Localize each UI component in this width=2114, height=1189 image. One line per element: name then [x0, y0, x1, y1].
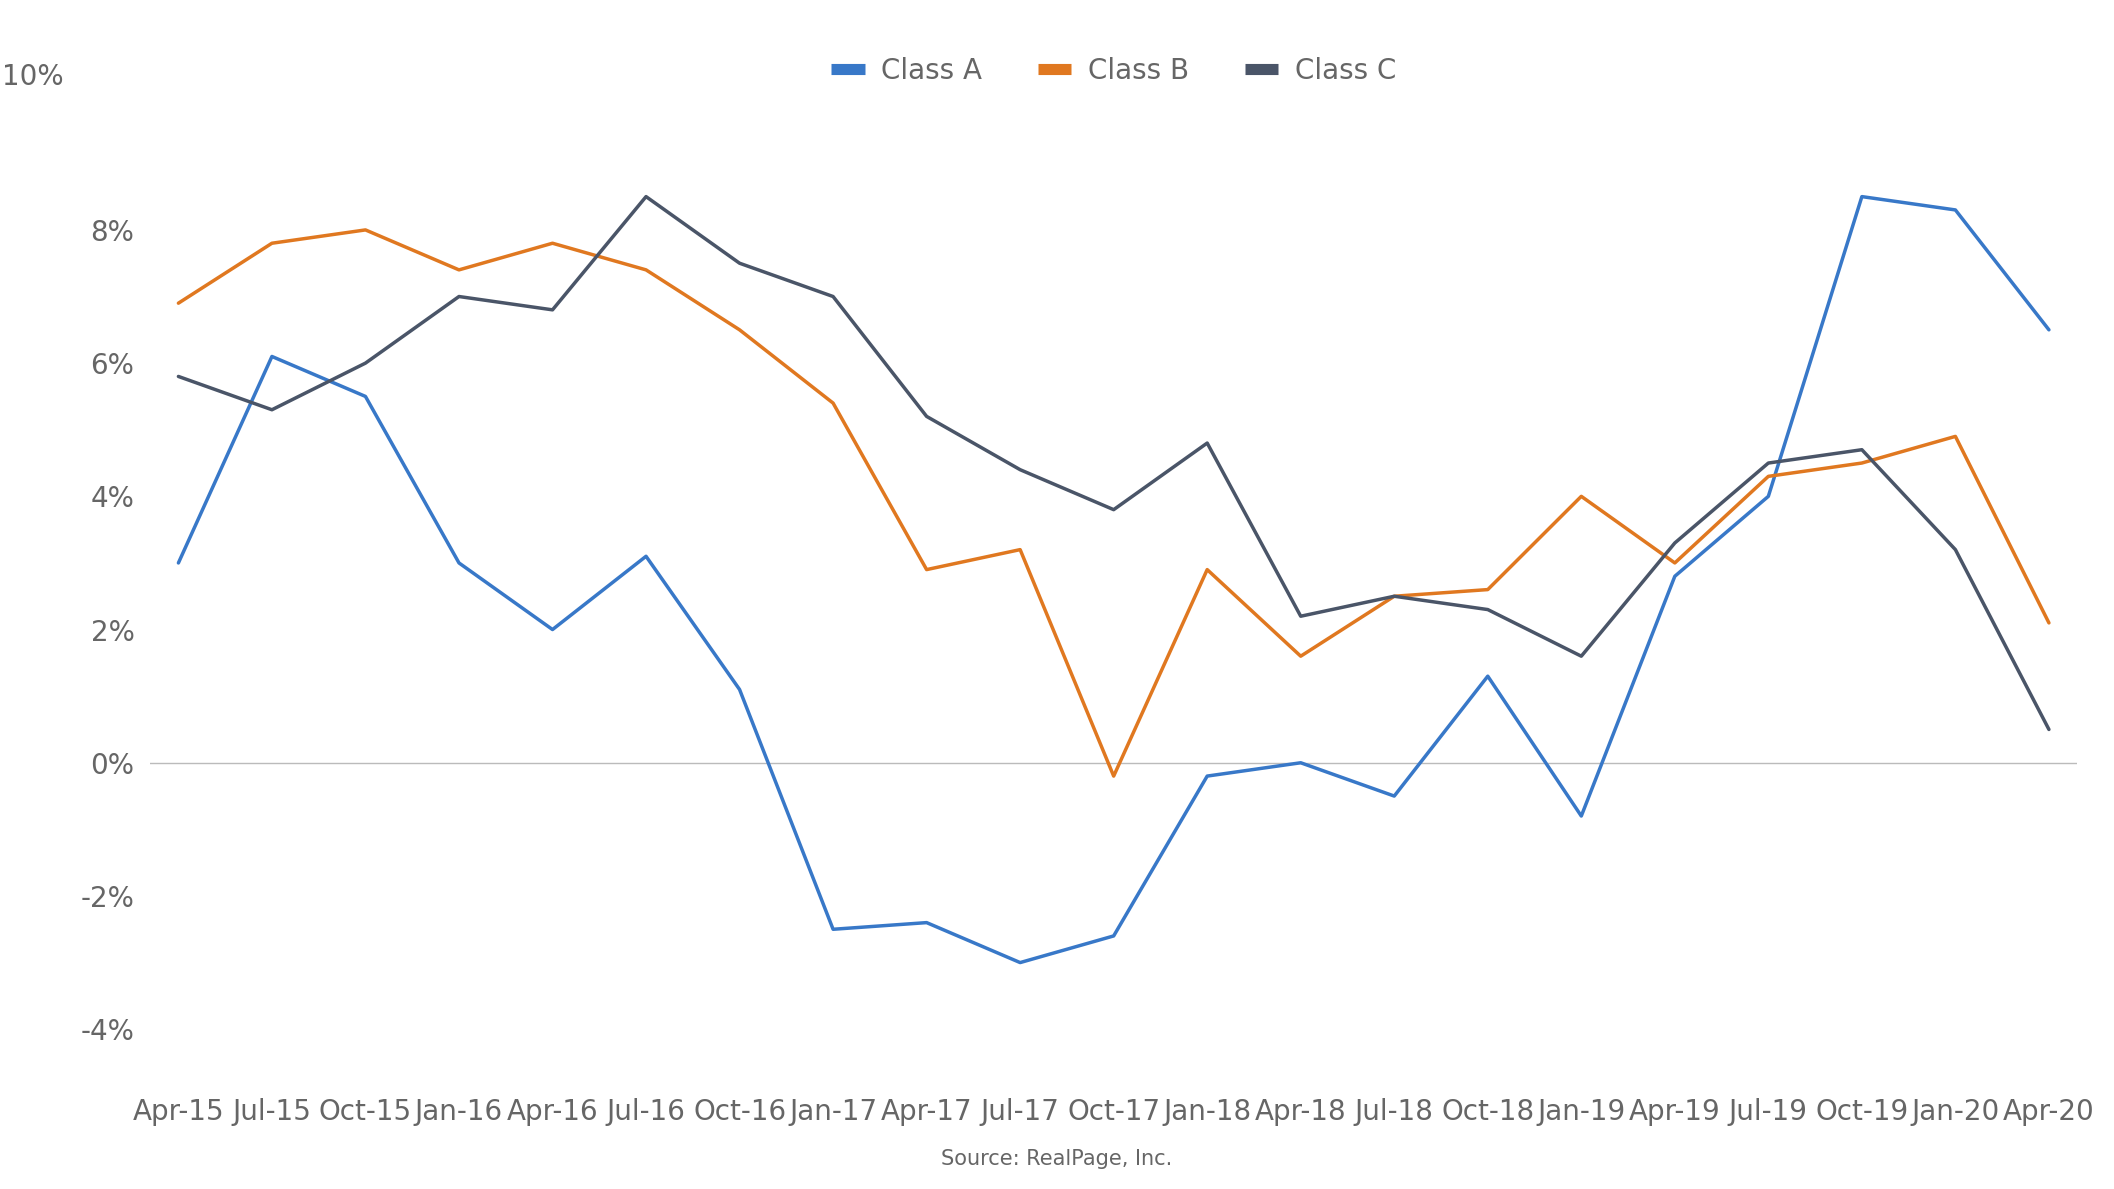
Class C	[446, 289, 471, 303]
Class C	[1943, 542, 1968, 556]
Class B	[1850, 455, 1875, 470]
Class A	[165, 555, 190, 570]
Class B	[539, 237, 564, 251]
Class B	[446, 263, 471, 277]
Class B	[2036, 616, 2061, 630]
Class C	[1850, 442, 1875, 457]
Class C	[260, 403, 285, 417]
Class C	[1194, 436, 1220, 451]
Class C	[353, 356, 378, 370]
Class C	[539, 303, 564, 317]
Class C	[1662, 536, 1687, 551]
Class A	[1194, 769, 1220, 784]
Class C	[913, 409, 939, 423]
Class C	[727, 256, 753, 270]
Class B	[1008, 542, 1034, 556]
Line: Class A: Class A	[178, 196, 2048, 963]
Class B	[165, 296, 190, 310]
Class A	[1755, 489, 1780, 503]
Class C	[634, 189, 660, 203]
Class B	[1101, 769, 1127, 784]
Class C	[820, 289, 846, 303]
Class B	[1383, 589, 1408, 603]
Class A	[727, 682, 753, 697]
Class B	[1194, 562, 1220, 577]
Text: Source: RealPage, Inc.: Source: RealPage, Inc.	[941, 1150, 1173, 1169]
Class B	[1755, 470, 1780, 484]
Class A	[1476, 669, 1501, 684]
Class C	[165, 370, 190, 384]
Class B	[727, 322, 753, 336]
Class A	[353, 389, 378, 403]
Class B	[260, 237, 285, 251]
Class C	[2036, 723, 2061, 737]
Text: 10%: 10%	[2, 63, 63, 90]
Class A	[634, 549, 660, 564]
Class A	[1850, 189, 1875, 203]
Class A	[1008, 956, 1034, 970]
Class C	[1755, 455, 1780, 470]
Class A	[1943, 203, 1968, 218]
Class B	[1287, 649, 1313, 663]
Class A	[539, 622, 564, 636]
Class B	[634, 263, 660, 277]
Line: Class B: Class B	[178, 229, 2048, 776]
Class C	[1383, 589, 1408, 603]
Class A	[820, 923, 846, 937]
Class C	[1287, 609, 1313, 623]
Class B	[1662, 555, 1687, 570]
Class A	[1101, 929, 1127, 943]
Class C	[1101, 503, 1127, 517]
Class B	[353, 222, 378, 237]
Class A	[260, 350, 285, 364]
Class B	[913, 562, 939, 577]
Line: Class C: Class C	[178, 196, 2048, 730]
Class A	[2036, 322, 2061, 336]
Class A	[1383, 789, 1408, 804]
Class A	[1569, 809, 1594, 823]
Class C	[1569, 649, 1594, 663]
Class B	[1943, 429, 1968, 443]
Class A	[1287, 756, 1313, 770]
Class C	[1476, 603, 1501, 617]
Legend: Class A, Class B, Class C: Class A, Class B, Class C	[820, 46, 1408, 96]
Class A	[446, 555, 471, 570]
Class B	[1569, 489, 1594, 503]
Class C	[1008, 463, 1034, 477]
Class A	[913, 916, 939, 930]
Class A	[1662, 570, 1687, 584]
Class B	[820, 396, 846, 410]
Class B	[1476, 583, 1501, 597]
